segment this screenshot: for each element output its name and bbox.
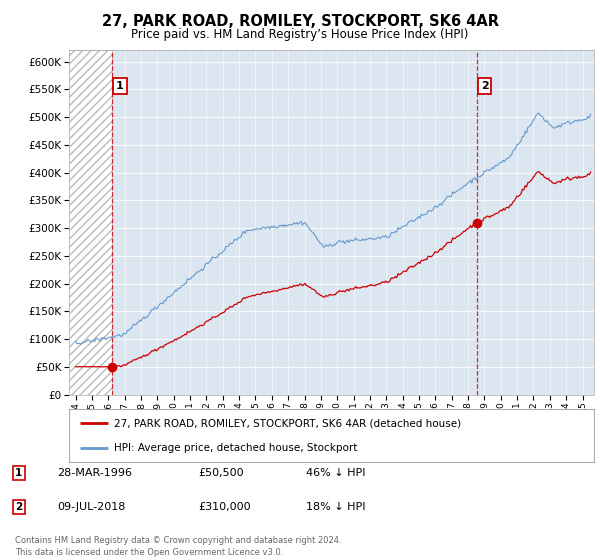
Bar	[67, 50, 112, 395]
Text: 28-MAR-1996: 28-MAR-1996	[57, 468, 132, 478]
Text: 2: 2	[15, 502, 22, 512]
Text: 09-JUL-2018: 09-JUL-2018	[57, 502, 125, 512]
Text: £310,000: £310,000	[198, 502, 251, 512]
Text: 1: 1	[116, 81, 124, 91]
Text: Contains HM Land Registry data © Crown copyright and database right 2024.
This d: Contains HM Land Registry data © Crown c…	[15, 536, 341, 557]
Text: Price paid vs. HM Land Registry’s House Price Index (HPI): Price paid vs. HM Land Registry’s House …	[131, 28, 469, 41]
Text: 27, PARK ROAD, ROMILEY, STOCKPORT, SK6 4AR (detached house): 27, PARK ROAD, ROMILEY, STOCKPORT, SK6 4…	[113, 418, 461, 428]
Text: HPI: Average price, detached house, Stockport: HPI: Average price, detached house, Stoc…	[113, 442, 357, 452]
Text: 1: 1	[15, 468, 22, 478]
Text: 27, PARK ROAD, ROMILEY, STOCKPORT, SK6 4AR: 27, PARK ROAD, ROMILEY, STOCKPORT, SK6 4…	[101, 14, 499, 29]
Text: 2: 2	[481, 81, 488, 91]
Text: £50,500: £50,500	[198, 468, 244, 478]
Text: 18% ↓ HPI: 18% ↓ HPI	[306, 502, 365, 512]
Text: 46% ↓ HPI: 46% ↓ HPI	[306, 468, 365, 478]
